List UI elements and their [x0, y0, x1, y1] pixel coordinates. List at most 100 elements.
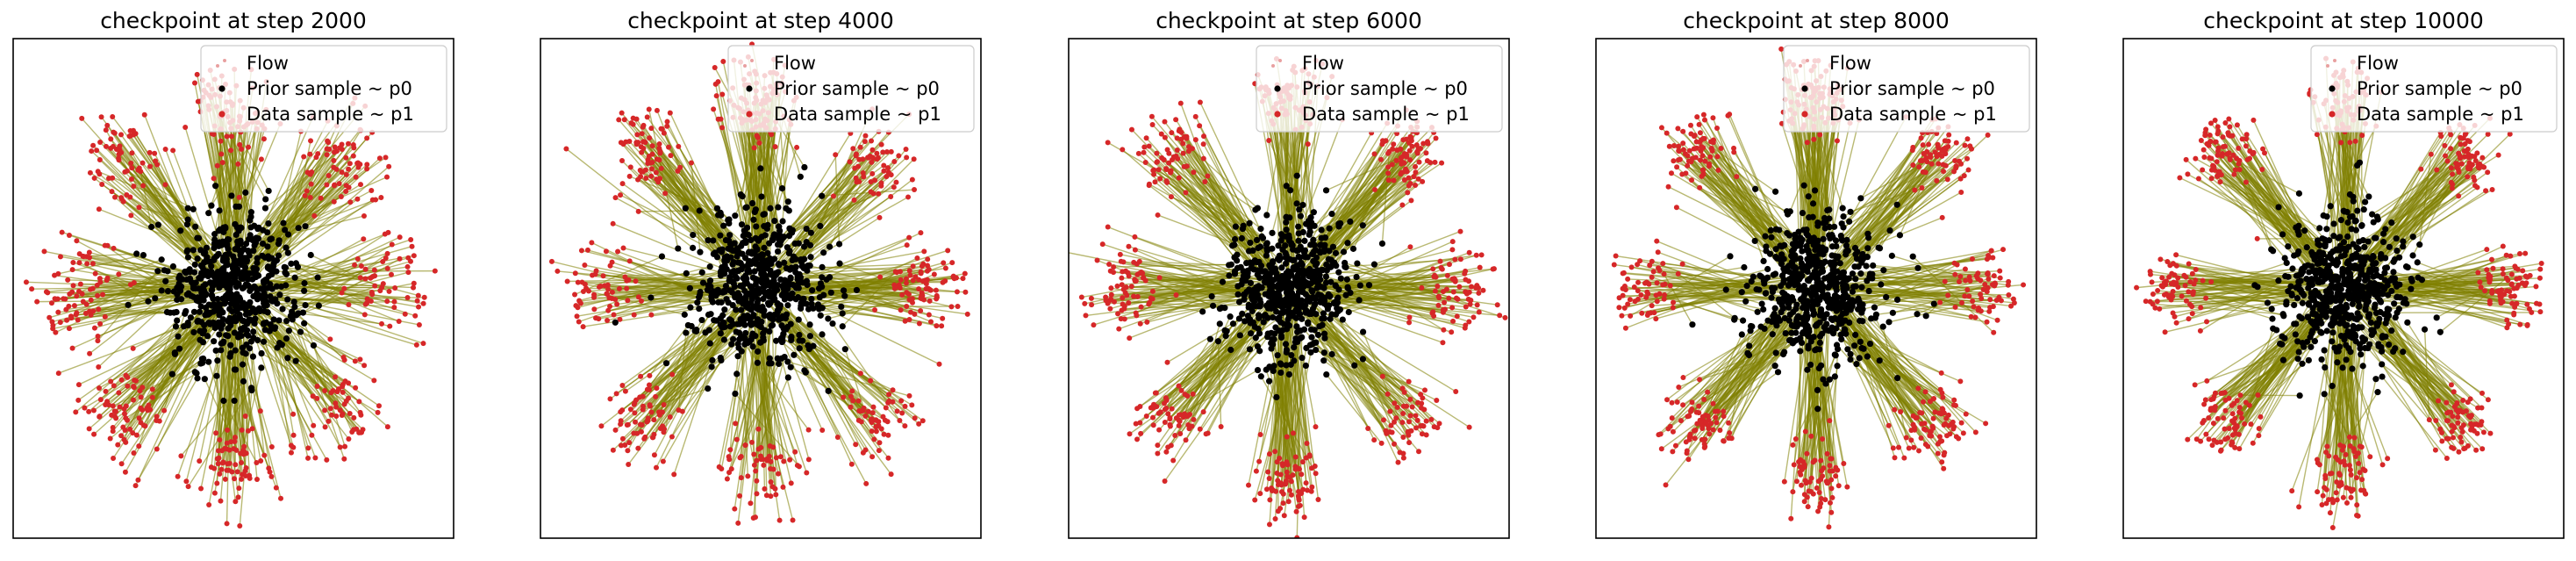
prior-sample-point — [819, 274, 826, 281]
data-sample-point — [324, 182, 330, 188]
prior-sample-point — [218, 325, 225, 332]
prior-sample-point — [177, 227, 184, 234]
prior-sample-point — [741, 341, 748, 348]
data-sample-point — [732, 506, 738, 512]
data-sample-point — [914, 255, 920, 262]
data-sample-point — [1280, 500, 1286, 507]
prior-sample-point — [741, 316, 748, 324]
data-sample-point — [1138, 430, 1144, 436]
flow-line — [1311, 336, 1437, 401]
flow-line — [1341, 248, 1453, 279]
data-sample-point — [175, 473, 181, 479]
data-sample-point — [1138, 304, 1144, 310]
data-sample-point — [1407, 413, 1413, 419]
prior-sample-point — [761, 211, 769, 218]
data-sample-point — [376, 155, 383, 162]
data-sample-point — [1285, 499, 1292, 505]
data-sample-point — [111, 130, 118, 136]
data-sample-point — [123, 403, 129, 409]
data-sample-point — [145, 407, 151, 414]
data-sample-point — [631, 401, 637, 407]
prior-sample-point — [738, 221, 746, 228]
data-sample-point — [81, 254, 87, 260]
data-sample-point — [1296, 497, 1302, 503]
data-sample-point — [369, 188, 375, 194]
prior-sample-point — [744, 268, 751, 275]
prior-sample-point — [259, 240, 267, 248]
prior-sample-point — [727, 241, 734, 248]
data-sample-point — [624, 277, 630, 284]
flow-line — [621, 160, 714, 255]
data-sample-point — [1176, 422, 1182, 428]
data-sample-point — [1169, 130, 1175, 136]
data-sample-point — [1078, 294, 1084, 300]
prior-sample-point — [204, 311, 211, 318]
prior-sample-point — [771, 217, 778, 225]
data-sample-point — [369, 197, 376, 203]
data-sample-point — [131, 183, 137, 190]
prior-sample-point — [241, 263, 249, 271]
data-sample-point — [1134, 261, 1140, 267]
data-sample-point — [1266, 521, 1272, 528]
data-sample-point — [555, 268, 561, 274]
data-sample-point — [351, 145, 357, 151]
prior-sample-point — [778, 322, 785, 329]
data-sample-point — [646, 382, 652, 388]
data-sample-point — [1497, 313, 1503, 319]
data-sample-point — [618, 442, 624, 449]
data-sample-point — [955, 303, 961, 309]
prior-sample-point — [190, 328, 197, 336]
data-sample-point — [154, 446, 160, 452]
series-prior-sample — [125, 183, 322, 405]
prior-sample-point — [815, 306, 823, 313]
data-sample-point — [1149, 121, 1156, 127]
data-sample-point — [737, 493, 743, 499]
data-sample-point — [333, 374, 339, 380]
data-sample-point — [218, 466, 225, 472]
data-sample-point — [99, 181, 105, 187]
data-sample-point — [258, 156, 264, 162]
prior-sample-point — [219, 238, 226, 245]
data-sample-point — [593, 315, 599, 321]
data-sample-point — [1108, 285, 1114, 291]
flow-line — [808, 308, 910, 320]
data-sample-point — [633, 397, 640, 403]
flow-line — [296, 263, 419, 297]
prior-sample-point — [176, 272, 183, 279]
data-sample-point — [97, 397, 104, 403]
prior-sample-point — [284, 231, 292, 238]
data-sample-point — [1114, 283, 1120, 289]
data-sample-point — [364, 166, 370, 172]
flow-line — [1326, 276, 1435, 284]
data-sample-point — [1394, 404, 1400, 410]
prior-sample-point — [757, 262, 764, 270]
data-sample-point — [1394, 147, 1400, 153]
data-sample-point — [605, 307, 612, 313]
prior-sample-point — [201, 267, 208, 274]
flow-line — [810, 179, 913, 258]
data-sample-point — [1297, 489, 1303, 495]
data-sample-point — [361, 236, 367, 242]
prior-sample-point — [690, 244, 697, 251]
data-sample-point — [97, 414, 103, 420]
data-sample-point — [364, 162, 370, 168]
data-sample-point — [712, 81, 719, 87]
flow-line — [152, 358, 203, 399]
prior-sample-point — [246, 302, 253, 309]
data-sample-point — [108, 136, 114, 142]
data-sample-point — [23, 279, 29, 285]
data-sample-point — [1442, 299, 1448, 306]
prior-sample-point — [254, 296, 261, 303]
data-sample-point — [238, 450, 244, 457]
data-sample-point — [953, 275, 959, 281]
prior-sample-point — [233, 270, 240, 277]
data-sample-point — [658, 126, 664, 132]
data-sample-point — [116, 155, 122, 162]
data-sample-point — [1166, 150, 1172, 156]
data-sample-point — [149, 394, 155, 400]
data-sample-point — [711, 106, 717, 112]
prior-sample-point — [254, 259, 261, 267]
data-sample-point — [667, 110, 673, 116]
data-sample-point — [124, 168, 130, 174]
prior-sample-point — [709, 356, 716, 363]
